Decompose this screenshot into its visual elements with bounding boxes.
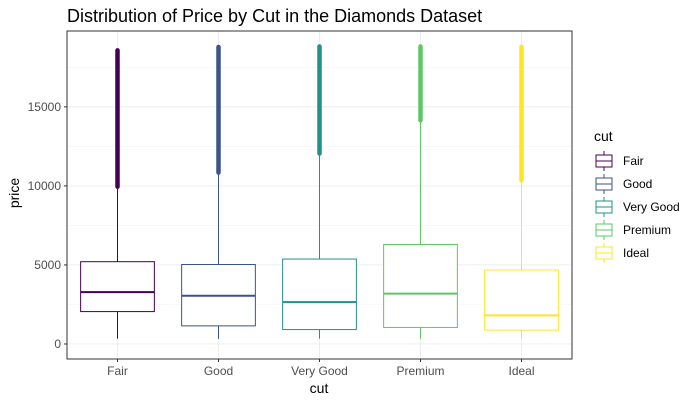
iqr-box	[80, 261, 155, 313]
iqr-box	[484, 269, 559, 331]
box-fair	[80, 48, 155, 339]
plot-panel: 0 5000 10000 15000 Fair Good Very Good Premium I…	[28, 30, 573, 378]
iqr-box	[282, 258, 357, 331]
chart-title: Distribution of Price by Cut in the Diam…	[67, 6, 482, 26]
y-tick-label: 15000	[28, 100, 62, 114]
legend-entry-fair: Fair	[595, 151, 644, 171]
legend-title: cut	[594, 128, 613, 144]
legend-entry-premium: Premium	[595, 220, 671, 240]
iqr-box	[383, 243, 458, 328]
legend-entry-ideal: Ideal	[595, 243, 649, 263]
y-tick-label: 0	[54, 337, 61, 351]
x-axis-title: cut	[310, 380, 329, 396]
legend-label: Premium	[623, 223, 671, 237]
box-ideal	[484, 44, 559, 339]
y-tick-label: 5000	[34, 258, 61, 272]
x-tick-label: Premium	[396, 364, 444, 378]
box-premium	[383, 44, 458, 339]
legend-label: Ideal	[623, 246, 649, 260]
y-axis-title: price	[6, 178, 22, 209]
x-tick-label: Fair	[107, 364, 128, 378]
legend-entry-good: Good	[595, 174, 652, 194]
x-tick-label: Very Good	[291, 364, 348, 378]
box-very-good	[282, 44, 357, 339]
legend-label: Fair	[623, 154, 644, 168]
legend-label: Very Good	[623, 200, 680, 214]
x-tick-label: Good	[204, 364, 233, 378]
legend: cut Fair Good Very Good Premium Ideal	[594, 128, 680, 263]
x-tick-label: Ideal	[508, 364, 534, 378]
y-tick-label: 10000	[28, 179, 62, 193]
legend-entry-very-good: Very Good	[595, 197, 680, 217]
legend-label: Good	[623, 177, 652, 191]
panel-border	[66, 30, 573, 360]
box-good	[181, 44, 256, 339]
